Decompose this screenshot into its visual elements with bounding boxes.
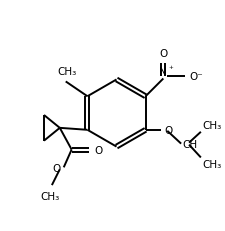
Text: O⁻: O⁻	[188, 71, 202, 81]
Text: O: O	[164, 125, 172, 135]
Text: CH₃: CH₃	[58, 67, 77, 77]
Text: O: O	[159, 49, 167, 58]
Text: CH₃: CH₃	[40, 191, 59, 201]
Text: O: O	[52, 164, 61, 173]
Text: CH₃: CH₃	[202, 160, 221, 170]
Text: CH: CH	[181, 139, 196, 149]
Text: ⁺: ⁺	[168, 64, 172, 73]
Text: O: O	[94, 145, 102, 155]
Text: CH₃: CH₃	[202, 120, 221, 130]
Text: N: N	[159, 67, 166, 77]
